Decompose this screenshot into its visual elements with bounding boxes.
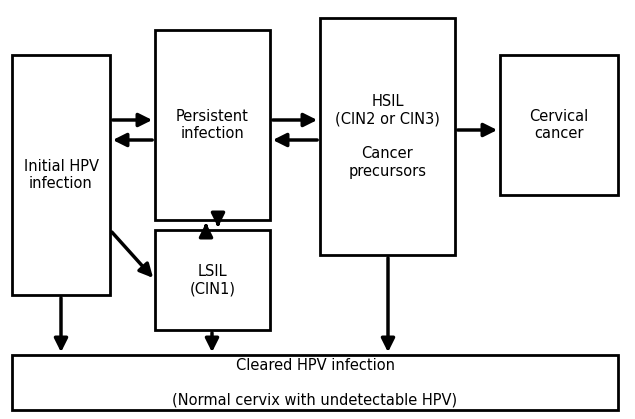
Text: Initial HPV
infection: Initial HPV infection: [23, 159, 98, 191]
Text: HSIL
(CIN2 or CIN3)

Cancer
precursors: HSIL (CIN2 or CIN3) Cancer precursors: [335, 94, 440, 179]
Text: LSIL
(CIN1): LSIL (CIN1): [189, 264, 236, 296]
Bar: [12, 55, 110, 295]
Bar: [500, 55, 618, 195]
Text: Cervical
cancer: Cervical cancer: [530, 109, 589, 141]
Bar: [155, 30, 270, 220]
Bar: [12, 355, 618, 410]
Bar: [320, 18, 455, 255]
Text: Cleared HPV infection

(Normal cervix with undetectable HPV): Cleared HPV infection (Normal cervix wit…: [173, 357, 458, 407]
Text: Persistent
infection: Persistent infection: [176, 109, 249, 141]
Bar: [155, 230, 270, 330]
